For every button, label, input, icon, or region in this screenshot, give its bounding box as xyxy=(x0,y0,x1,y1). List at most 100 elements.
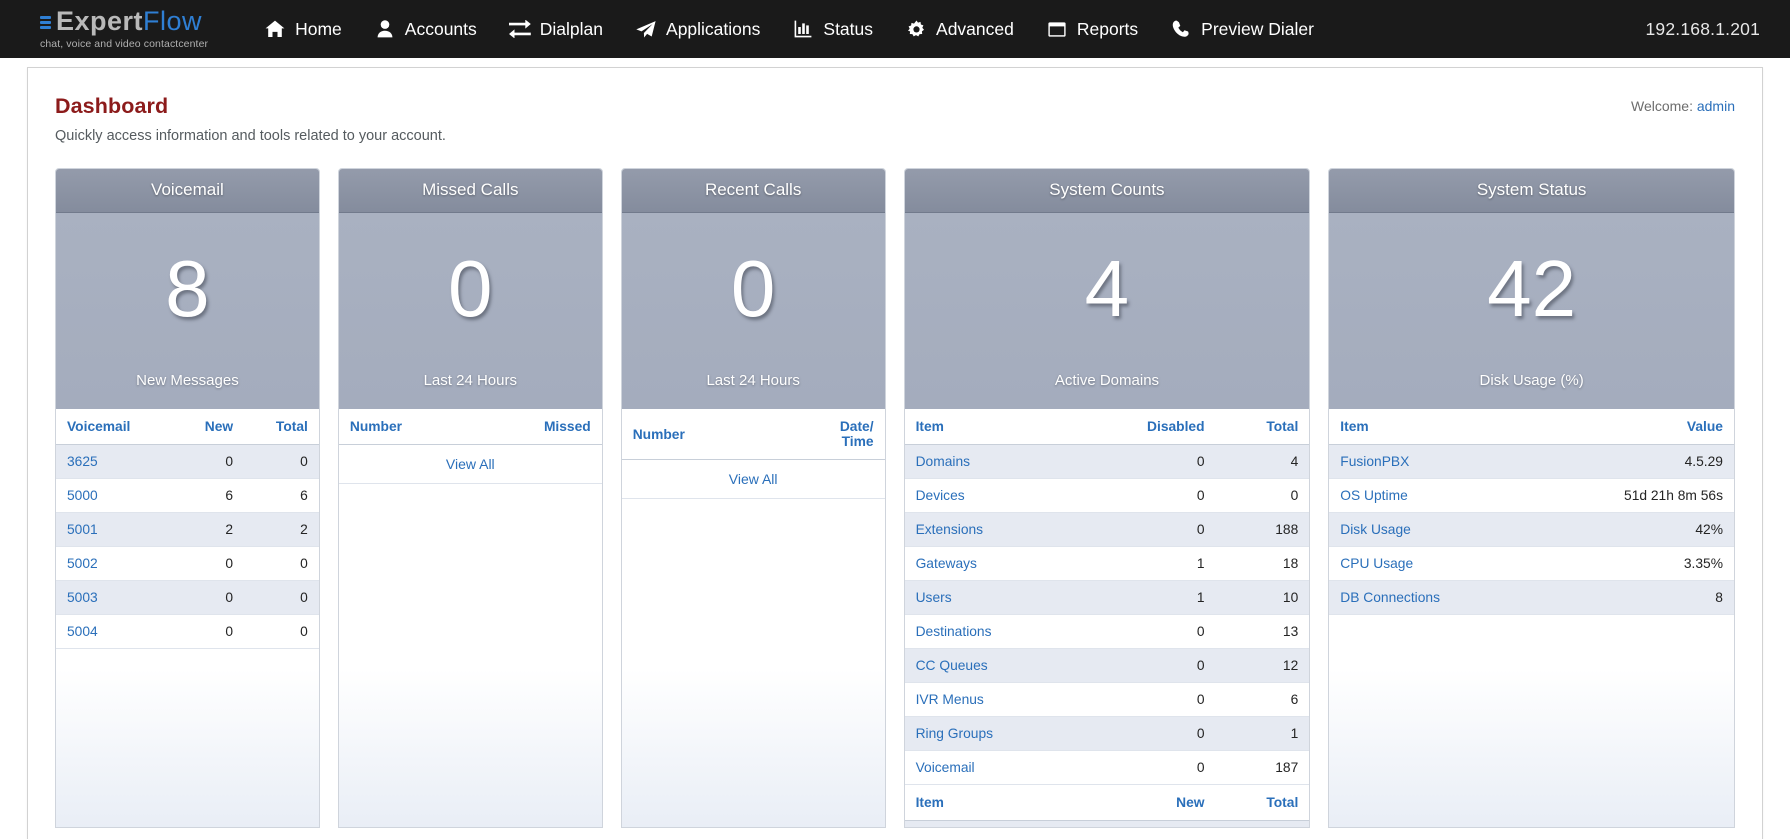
cell-item[interactable]: IVR Menus xyxy=(904,682,1078,717)
cell-total: 10 xyxy=(1215,580,1310,615)
nav-items: Home Accounts Dialplan Applications Stat xyxy=(248,0,1330,58)
table-row[interactable]: Destinations 0 13 xyxy=(904,614,1310,649)
cell-item[interactable]: Devices xyxy=(904,478,1078,513)
nav-item-status[interactable]: Status xyxy=(776,0,889,58)
cell-item[interactable]: Disk Usage xyxy=(1329,512,1533,547)
table-header-row: Voicemail New Total xyxy=(56,409,319,445)
missed-calls-table: Number Missed xyxy=(338,409,602,445)
cell-item[interactable]: Voicemail xyxy=(904,750,1078,785)
table-row[interactable]: Users 1 10 xyxy=(904,580,1310,615)
cell-item[interactable]: CC Queues xyxy=(904,648,1078,683)
cell-voicemail[interactable]: 5003 xyxy=(56,580,175,615)
cell-item[interactable]: Users xyxy=(904,580,1078,615)
col-total[interactable]: Total xyxy=(1215,784,1310,821)
table-row[interactable]: CPU Usage 3.35% xyxy=(1329,546,1734,581)
hero-label-missed-calls: Last 24 Hours xyxy=(423,372,517,389)
cell-disabled: 0 xyxy=(1077,648,1216,683)
table-row[interactable]: CC Queues 0 12 xyxy=(904,648,1310,683)
col-new[interactable]: New xyxy=(1077,784,1216,821)
col-total[interactable]: Total xyxy=(1215,409,1310,445)
cell-item[interactable]: Gateways xyxy=(904,546,1078,581)
cell-total: 187 xyxy=(1215,750,1310,785)
table-row[interactable]: Voicemail 0 187 xyxy=(904,750,1310,785)
col-voicemail[interactable]: Voicemail xyxy=(56,409,175,445)
table-row[interactable]: Disk Usage 42% xyxy=(1329,512,1734,547)
cell-total: 12 xyxy=(1215,648,1310,683)
window-icon xyxy=(1046,18,1068,40)
hero-number-missed-calls: 0 xyxy=(448,244,493,333)
cell-item[interactable]: DB Connections xyxy=(1329,580,1533,615)
table-row[interactable]: Extensions 0 188 xyxy=(904,512,1310,547)
cell-total: 0 xyxy=(244,444,319,479)
table-row[interactable]: 5001 2 2 xyxy=(56,512,319,547)
cell-voicemail[interactable]: 5000 xyxy=(56,478,175,513)
col-item-messages[interactable]: Item xyxy=(904,784,1078,821)
cell-item[interactable]: Destinations xyxy=(904,614,1078,649)
table-row[interactable]: OS Uptime 51d 21h 8m 56s xyxy=(1329,478,1734,513)
table-row[interactable]: IVR Menus 0 6 xyxy=(904,682,1310,717)
col-date-time[interactable]: Date/ Time xyxy=(771,409,885,460)
cell-voicemail[interactable]: 3625 xyxy=(56,444,175,479)
table-header-row: Number Missed xyxy=(338,409,602,445)
table-row[interactable]: 3625 0 0 xyxy=(56,444,319,479)
recent-calls-view-all-link[interactable]: View All xyxy=(621,460,885,499)
table-row[interactable]: 5002 0 0 xyxy=(56,546,319,581)
paper-plane-icon xyxy=(635,18,657,40)
nav-label-applications: Applications xyxy=(666,18,761,39)
recent-calls-table: Number Date/ Time xyxy=(621,409,885,460)
col-disabled[interactable]: Disabled xyxy=(1077,409,1216,445)
cell-item[interactable]: Ring Groups xyxy=(904,716,1078,751)
table-row[interactable]: 5003 0 0 xyxy=(56,580,319,615)
missed-calls-view-all-link[interactable]: View All xyxy=(338,445,602,484)
server-ip-address: 192.168.1.201 xyxy=(1645,18,1760,39)
nav-item-dialplan[interactable]: Dialplan xyxy=(493,0,619,58)
cell-voicemail[interactable]: 5004 xyxy=(56,614,175,649)
col-total[interactable]: Total xyxy=(244,409,319,445)
cell-item[interactable]: Messages xyxy=(904,820,1078,827)
nav-label-status: Status xyxy=(823,18,874,39)
cell-voicemail[interactable]: 5001 xyxy=(56,512,175,547)
col-item[interactable]: Item xyxy=(904,409,1078,445)
cell-total: 6 xyxy=(1215,682,1310,717)
welcome-username-link[interactable]: admin xyxy=(1696,98,1735,114)
cell-voicemail[interactable]: 5002 xyxy=(56,546,175,581)
cell-total: 1 xyxy=(1215,716,1310,751)
col-missed[interactable]: Missed xyxy=(475,409,602,445)
nav-item-advanced[interactable]: Advanced xyxy=(889,0,1030,58)
table-row[interactable]: 5004 0 0 xyxy=(56,614,319,649)
table-row[interactable]: Devices 0 0 xyxy=(904,478,1310,513)
col-number[interactable]: Number xyxy=(338,409,476,445)
cell-value: 8 xyxy=(1532,580,1734,615)
cell-item[interactable]: Domains xyxy=(904,444,1078,479)
cell-item[interactable]: FusionPBX xyxy=(1329,444,1533,479)
table-row[interactable]: Domains 0 4 xyxy=(904,444,1310,479)
nav-item-preview-dialer[interactable]: Preview Dialer xyxy=(1154,0,1330,58)
table-row[interactable]: FusionPBX 4.5.29 xyxy=(1329,444,1734,479)
cell-new: 6 xyxy=(174,478,245,513)
hero-label-recent-calls: Last 24 Hours xyxy=(706,372,800,389)
nav-item-home[interactable]: Home xyxy=(248,0,358,58)
cell-disabled: 0 xyxy=(1077,614,1216,649)
col-number[interactable]: Number xyxy=(621,409,772,460)
cell-item[interactable]: CPU Usage xyxy=(1329,546,1533,581)
table-row[interactable]: Messages 462 465 xyxy=(904,820,1310,827)
nav-item-accounts[interactable]: Accounts xyxy=(358,0,493,58)
nav-label-advanced: Advanced xyxy=(936,18,1014,39)
cell-new: 0 xyxy=(174,580,245,615)
cell-item[interactable]: Extensions xyxy=(904,512,1078,547)
nav-item-reports[interactable]: Reports xyxy=(1030,0,1154,58)
brand-logo[interactable]: Expert Flow chat, voice and video contact… xyxy=(40,8,208,50)
hero-label-voicemail: New Messages xyxy=(136,372,239,389)
cell-disabled: 1 xyxy=(1077,546,1216,581)
col-new[interactable]: New xyxy=(174,409,245,445)
table-row[interactable]: 5000 6 6 xyxy=(56,478,319,513)
table-row[interactable]: DB Connections 8 xyxy=(1329,580,1734,615)
cell-item[interactable]: OS Uptime xyxy=(1329,478,1533,513)
table-row[interactable]: Gateways 1 18 xyxy=(904,546,1310,581)
col-item[interactable]: Item xyxy=(1329,409,1533,445)
col-value[interactable]: Value xyxy=(1532,409,1734,445)
cell-new: 462 xyxy=(1077,820,1216,827)
nav-item-applications[interactable]: Applications xyxy=(619,0,776,58)
table-row[interactable]: Ring Groups 0 1 xyxy=(904,716,1310,751)
system-status-table-body: FusionPBX 4.5.29 OS Uptime 51d 21h 8m 56… xyxy=(1329,444,1734,615)
